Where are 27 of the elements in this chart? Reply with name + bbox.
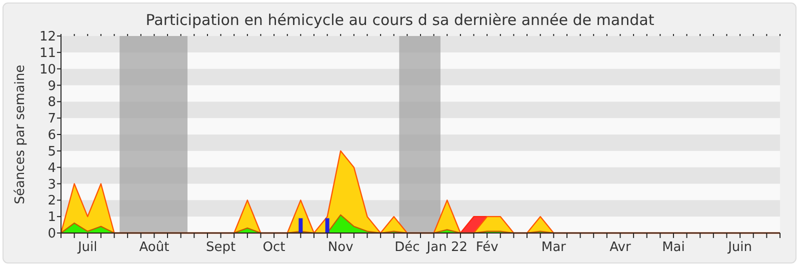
y-tick-label: 0 bbox=[48, 226, 56, 242]
x-tick-label: Juil bbox=[76, 240, 98, 255]
x-tick-label: Déc bbox=[394, 240, 420, 255]
x-tick-label: Oct bbox=[262, 240, 286, 255]
y-tick-label: 2 bbox=[48, 194, 56, 209]
y-tick-label: 4 bbox=[48, 160, 56, 176]
y-tick-label: 10 bbox=[39, 62, 56, 78]
y-tick-label: 6 bbox=[48, 128, 56, 144]
x-tick-label: Mai bbox=[662, 240, 685, 255]
x-tick-label: Août bbox=[139, 240, 170, 255]
x-tick-label: Sept bbox=[206, 240, 236, 255]
x-tick-label: Avr bbox=[610, 240, 632, 255]
y-tick-label: 7 bbox=[48, 112, 56, 127]
x-tick-label: Nov bbox=[328, 240, 354, 255]
x-tick-label: Fév bbox=[476, 240, 499, 255]
y-tick-label: 8 bbox=[48, 95, 56, 110]
x-tick-label: Juin bbox=[727, 240, 752, 255]
x-tick-label: Mar bbox=[541, 240, 567, 255]
y-tick-label: 9 bbox=[48, 78, 56, 94]
y-tick-label: 12 bbox=[39, 30, 56, 45]
y-axis-title: Séances par semaine bbox=[13, 64, 28, 204]
y-tick-label: 11 bbox=[39, 46, 56, 61]
y-tick-label: 5 bbox=[48, 144, 56, 160]
x-tick-label: Jan 22 bbox=[426, 240, 468, 255]
y-tick-label: 1 bbox=[48, 210, 56, 226]
chart-title: Participation en hémicycle au cours d sa dernière année de mandat bbox=[146, 11, 654, 29]
y-tick-label: 3 bbox=[48, 177, 56, 192]
